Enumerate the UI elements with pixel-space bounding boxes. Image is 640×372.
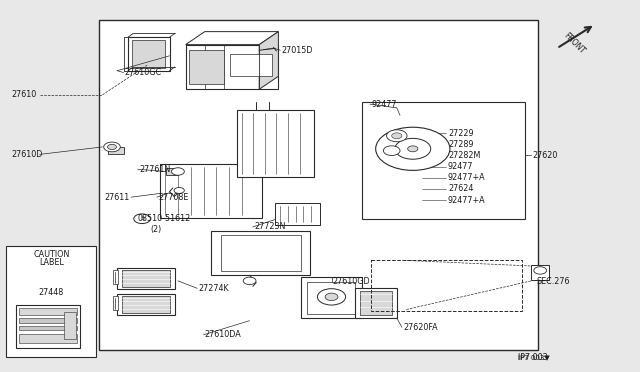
Bar [307,282,355,314]
Polygon shape [259,32,278,89]
Bar [19,326,77,330]
Circle shape [172,168,184,175]
Polygon shape [186,32,278,45]
Text: IP7 003▼: IP7 003▼ [518,354,550,360]
Bar [19,308,77,315]
Bar [132,40,165,68]
Text: 27620: 27620 [532,151,558,160]
Text: 27723N: 27723N [255,222,286,231]
Text: 27015D: 27015D [282,46,313,55]
Text: 27229: 27229 [448,129,474,138]
Bar [117,268,175,289]
Bar [362,102,525,219]
Text: (2): (2) [150,225,162,234]
Text: 92477: 92477 [448,162,474,171]
Circle shape [325,293,338,301]
Text: 92477+A: 92477+A [448,196,486,205]
Text: LABEL: LABEL [39,258,63,267]
Circle shape [395,138,431,159]
Text: 27448: 27448 [38,288,64,296]
Circle shape [383,146,400,155]
Bar [166,168,178,175]
Bar [19,318,77,323]
Text: 27611: 27611 [104,193,129,202]
Bar [189,50,224,84]
Bar [64,312,76,339]
Text: 27610DA: 27610DA [205,330,241,339]
Bar [355,288,397,318]
Bar [371,260,522,311]
Circle shape [534,267,547,274]
Bar [113,296,118,310]
Bar [301,277,362,318]
Text: 92477+A: 92477+A [448,173,486,182]
Bar [211,231,310,275]
Text: 27708E: 27708E [159,193,189,202]
Text: 27620FA: 27620FA [403,323,438,332]
Text: 27610GD: 27610GD [333,278,371,286]
Text: SEC.276: SEC.276 [536,278,570,286]
Text: CAUTION: CAUTION [33,250,69,259]
Text: 08510-51612: 08510-51612 [138,214,191,223]
Circle shape [392,133,402,139]
Text: 27610GC: 27610GC [125,68,162,77]
Circle shape [104,142,120,152]
Circle shape [408,146,418,152]
Bar [230,54,272,76]
Bar [360,291,392,315]
Circle shape [243,277,256,285]
Bar [19,334,77,343]
Text: FRONT: FRONT [562,32,587,56]
Bar [128,37,170,71]
Bar [6,246,96,357]
Text: 92477: 92477 [371,100,397,109]
Circle shape [108,144,116,150]
Circle shape [317,289,346,305]
Bar [113,270,118,284]
Bar [160,164,262,218]
Circle shape [134,214,150,224]
Text: IP7 003: IP7 003 [518,353,548,362]
Circle shape [376,127,450,170]
Circle shape [387,130,407,142]
Text: 27274K: 27274K [198,284,229,293]
Bar [117,294,175,315]
Text: 27289: 27289 [448,140,474,149]
Bar [186,45,278,89]
Bar [122,296,170,313]
Text: 27610: 27610 [12,90,36,99]
Bar [275,203,320,225]
Bar [122,270,170,287]
Text: S: S [140,216,144,221]
Text: 27624: 27624 [448,185,474,193]
Bar [221,235,301,271]
Circle shape [174,187,184,193]
Text: 27761N: 27761N [140,165,171,174]
Bar [531,265,549,280]
Bar [237,110,314,177]
Bar [108,147,124,154]
Bar [99,20,538,350]
Text: 27282M: 27282M [448,151,481,160]
Bar [16,305,80,348]
Text: 27610D: 27610D [12,150,43,159]
